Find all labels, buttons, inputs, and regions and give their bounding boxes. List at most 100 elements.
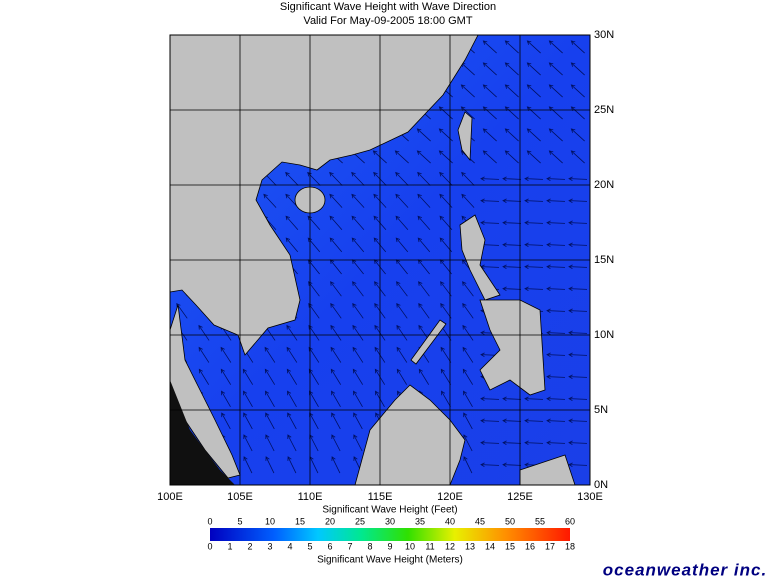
wave-arrow xyxy=(524,198,544,204)
wave-arrow xyxy=(265,390,275,407)
wave-arrow xyxy=(417,215,431,231)
wave-arrow xyxy=(395,171,409,186)
wave-arrow xyxy=(308,346,320,363)
wave-arrow xyxy=(462,281,474,297)
wave-arrow xyxy=(438,128,453,142)
wave-arrow xyxy=(352,281,364,297)
wave-arrow xyxy=(526,84,541,98)
wave-arrow xyxy=(546,286,566,292)
x-tick-label: 100E xyxy=(157,491,183,503)
wave-arrow xyxy=(568,308,588,314)
meters-tick-label: 7 xyxy=(347,541,352,551)
wave-arrow xyxy=(198,324,210,341)
wave-arrow xyxy=(287,390,297,407)
map-frame xyxy=(169,34,591,486)
meters-tick-label: 2 xyxy=(247,541,252,551)
wave-arrow xyxy=(396,368,408,385)
wave-arrow xyxy=(220,346,232,363)
wave-arrow xyxy=(198,368,210,385)
wave-arrow xyxy=(502,396,522,402)
wave-arrow xyxy=(287,434,297,452)
wave-arrow xyxy=(265,456,275,474)
feet-tick-label: 0 xyxy=(207,516,212,526)
wave-arrow xyxy=(417,237,431,253)
wave-arrow xyxy=(502,220,522,226)
wave-arrow xyxy=(394,150,409,164)
wave-arrow xyxy=(460,84,475,98)
wave-arrow xyxy=(568,242,588,248)
wave-arrow xyxy=(546,264,566,270)
y-tick-label: 15N xyxy=(594,254,614,266)
wave-arrow xyxy=(243,412,253,430)
wave-arrow xyxy=(502,242,522,248)
y-tick-label: 30N xyxy=(594,29,614,41)
x-tick-label: 125E xyxy=(507,491,533,503)
wave-arrow xyxy=(546,396,566,402)
wave-arrow xyxy=(265,412,275,430)
wave-arrow xyxy=(353,412,363,430)
wave-arrow xyxy=(353,390,363,407)
wave-arrow xyxy=(482,150,497,164)
wave-arrow xyxy=(546,242,566,248)
wave-arrow xyxy=(524,176,544,182)
wave-arrow xyxy=(395,215,409,231)
wave-arrow xyxy=(396,324,408,341)
wave-arrow xyxy=(285,171,299,186)
wave-arrow xyxy=(570,62,585,76)
wave-arrow xyxy=(546,220,566,226)
wave-arrow xyxy=(330,324,342,341)
wave-arrow xyxy=(286,324,298,341)
wave-arrow xyxy=(526,40,541,54)
wave-arrow xyxy=(265,434,275,452)
meters-tick-label: 9 xyxy=(387,541,392,551)
wave-arrow xyxy=(438,106,453,120)
wave-arrow xyxy=(463,456,473,474)
wave-arrow xyxy=(568,374,588,380)
x-tick-label: 120E xyxy=(437,491,463,503)
wave-arrow xyxy=(546,440,566,446)
wave-arrow xyxy=(526,62,541,76)
wave-arrow xyxy=(462,368,474,385)
wave-arrow xyxy=(396,303,408,319)
wave-arrow xyxy=(504,84,519,98)
wave-arrow xyxy=(526,128,541,142)
wave-arrow xyxy=(220,368,232,385)
wave-arrow xyxy=(418,303,430,319)
wave-arrow xyxy=(329,171,343,186)
wave-arrow xyxy=(461,171,475,186)
wave-arrow xyxy=(570,106,585,120)
wave-arrow xyxy=(287,456,297,474)
wave-arrow xyxy=(243,456,253,474)
wave-arrow xyxy=(221,412,231,430)
meters-tick-label: 11 xyxy=(425,541,434,551)
wave-arrow xyxy=(546,176,566,182)
x-tick-label: 115E xyxy=(368,491,393,503)
meters-tick-label: 15 xyxy=(505,541,515,551)
wave-arrow xyxy=(480,440,500,446)
wave-arrow xyxy=(482,40,497,54)
wave-arrow xyxy=(308,368,320,385)
feet-label: Significant Wave Height (Feet) xyxy=(322,505,457,516)
wave-arrow xyxy=(330,368,342,385)
wave-arrow xyxy=(242,368,254,385)
wave-arrow xyxy=(570,128,585,142)
wave-arrow xyxy=(482,128,497,142)
wave-arrow xyxy=(480,418,500,424)
wave-arrow xyxy=(546,198,566,204)
wave-arrow xyxy=(504,40,519,54)
wave-arrow xyxy=(524,242,544,248)
wave-arrow xyxy=(524,418,544,424)
wave-arrow xyxy=(243,390,253,407)
meters-tick-label: 16 xyxy=(525,541,535,551)
wave-arrow xyxy=(440,346,452,363)
wave-arrow xyxy=(351,193,365,208)
wave-arrow xyxy=(502,286,522,292)
wave-arrow xyxy=(570,84,585,98)
wave-arrow xyxy=(441,390,451,407)
meters-tick-label: 12 xyxy=(445,541,455,551)
wave-arrow xyxy=(548,150,563,164)
meters-tick-label: 0 xyxy=(207,541,212,551)
wave-arrow xyxy=(548,84,563,98)
wave-arrow xyxy=(504,150,519,164)
wave-arrow xyxy=(568,198,588,204)
